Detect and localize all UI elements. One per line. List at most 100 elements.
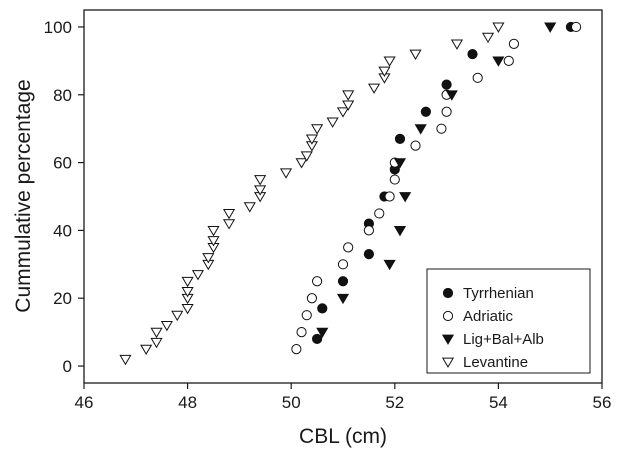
data-point — [420, 106, 431, 117]
x-axis: 46 48 50 52 54 56 — [75, 383, 612, 412]
data-point — [316, 327, 329, 339]
data-point — [472, 72, 483, 83]
data-point — [181, 287, 194, 298]
data-point — [181, 304, 194, 315]
legend-marker — [441, 334, 455, 345]
data-point — [150, 327, 163, 339]
data-point — [295, 158, 308, 169]
data-point — [279, 168, 293, 179]
data-point — [296, 327, 307, 338]
y-tick-label: 0 — [63, 357, 72, 376]
data-point — [150, 337, 163, 349]
series-levantine — [119, 22, 505, 366]
x-tick-label: 56 — [593, 393, 612, 412]
data-point — [300, 151, 313, 162]
data-point — [171, 310, 184, 322]
legend-label: Levantine — [463, 354, 528, 371]
data-point — [409, 49, 422, 61]
data-points — [119, 21, 582, 366]
legend-items: Tyrrhenian Adriatic Lig+Bal+Alb Levantine — [441, 285, 544, 371]
data-point — [305, 134, 318, 145]
data-point — [450, 39, 464, 50]
data-point — [492, 22, 505, 33]
data-point — [436, 123, 447, 134]
data-point — [311, 124, 324, 135]
data-point — [243, 202, 256, 213]
data-point — [383, 259, 396, 271]
legend-marker — [441, 357, 455, 368]
legend-label: Lig+Bal+Alb — [463, 331, 544, 348]
data-point — [467, 48, 478, 60]
data-point — [441, 106, 452, 117]
legend-box — [426, 268, 591, 374]
data-point — [492, 56, 505, 67]
series-adriatic — [291, 21, 582, 355]
data-point — [336, 107, 350, 118]
legend-marker — [442, 287, 454, 299]
y-tick-label: 100 — [44, 18, 72, 37]
x-tick-label: 54 — [489, 393, 508, 412]
y-tick-label: 40 — [53, 221, 72, 240]
data-point — [181, 276, 194, 288]
data-point — [363, 225, 374, 236]
data-point — [140, 344, 153, 356]
data-point — [384, 191, 395, 202]
x-tick-label: 50 — [282, 393, 301, 412]
x-tick-label: 52 — [385, 393, 404, 412]
data-point — [508, 38, 520, 50]
plot-frame — [83, 9, 603, 384]
data-point — [337, 259, 349, 270]
data-point — [368, 83, 381, 94]
series-tyrrhenian — [312, 21, 577, 345]
data-point — [378, 66, 391, 77]
data-point — [363, 249, 374, 260]
data-point — [389, 174, 400, 185]
data-point — [207, 226, 220, 237]
data-point — [301, 310, 312, 321]
data-point — [481, 32, 495, 44]
y-tick-label: 60 — [53, 154, 72, 173]
legend-label: Adriatic — [463, 308, 514, 325]
data-point — [342, 90, 355, 101]
series-lig-bal-alb — [316, 22, 557, 339]
data-point — [394, 133, 406, 144]
data-point — [207, 236, 220, 247]
y-tick-label: 20 — [53, 289, 72, 308]
y-axis: 0 20 40 60 80 100 — [44, 18, 84, 376]
data-point — [317, 303, 328, 314]
data-point — [312, 333, 323, 345]
data-point — [410, 140, 421, 151]
data-point — [571, 21, 582, 33]
data-point — [544, 22, 557, 33]
data-point — [393, 158, 407, 169]
legend-label: Tyrrhenian — [463, 285, 534, 302]
data-point — [222, 209, 236, 220]
data-point — [336, 293, 350, 305]
data-point — [337, 276, 349, 287]
data-point — [291, 343, 302, 355]
data-point — [374, 208, 385, 219]
data-point — [191, 270, 205, 281]
data-point — [393, 226, 407, 237]
legend: Tyrrhenian Adriatic Lig+Bal+Alb Levantine — [426, 268, 591, 374]
x-tick-label: 48 — [178, 393, 197, 412]
y-axis-title: Cummulative percentage — [12, 79, 35, 312]
data-point — [342, 100, 355, 111]
data-point — [326, 117, 339, 128]
data-point — [160, 320, 173, 332]
data-point — [343, 242, 354, 253]
data-point — [306, 293, 318, 304]
data-point — [119, 354, 132, 366]
data-point — [254, 175, 267, 186]
data-point — [445, 90, 458, 101]
y-tick-label: 80 — [53, 86, 72, 105]
x-axis-title: CBL (cm) — [299, 425, 387, 448]
data-point — [399, 192, 412, 203]
data-point — [414, 124, 427, 135]
data-point — [222, 219, 236, 230]
data-point — [202, 253, 215, 264]
legend-marker — [442, 310, 454, 322]
x-tick-label: 46 — [75, 393, 94, 412]
data-point — [441, 79, 452, 90]
